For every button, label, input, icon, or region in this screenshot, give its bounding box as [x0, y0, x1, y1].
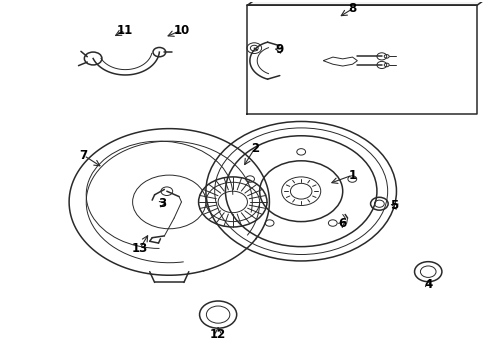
Text: 13: 13: [132, 242, 148, 255]
Polygon shape: [247, 0, 490, 5]
Text: 3: 3: [158, 197, 166, 210]
Text: 2: 2: [251, 142, 259, 155]
Text: 11: 11: [117, 24, 133, 37]
Text: 4: 4: [424, 278, 432, 291]
Text: 8: 8: [348, 2, 357, 15]
Text: 10: 10: [173, 24, 190, 37]
Text: 6: 6: [339, 217, 347, 230]
Text: 7: 7: [80, 149, 88, 162]
Text: 12: 12: [210, 328, 226, 341]
Text: 5: 5: [390, 199, 398, 212]
Text: 1: 1: [348, 168, 357, 181]
Text: 9: 9: [275, 44, 283, 57]
